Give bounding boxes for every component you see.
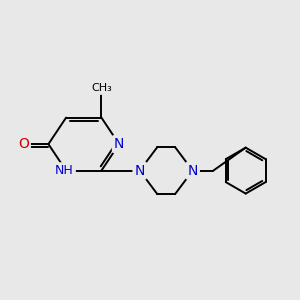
Text: CH₃: CH₃ [91,83,112,93]
Text: N: N [188,164,198,178]
Text: NH: NH [55,164,74,177]
Text: N: N [114,137,124,151]
Text: N: N [134,164,145,178]
Text: O: O [18,137,29,151]
